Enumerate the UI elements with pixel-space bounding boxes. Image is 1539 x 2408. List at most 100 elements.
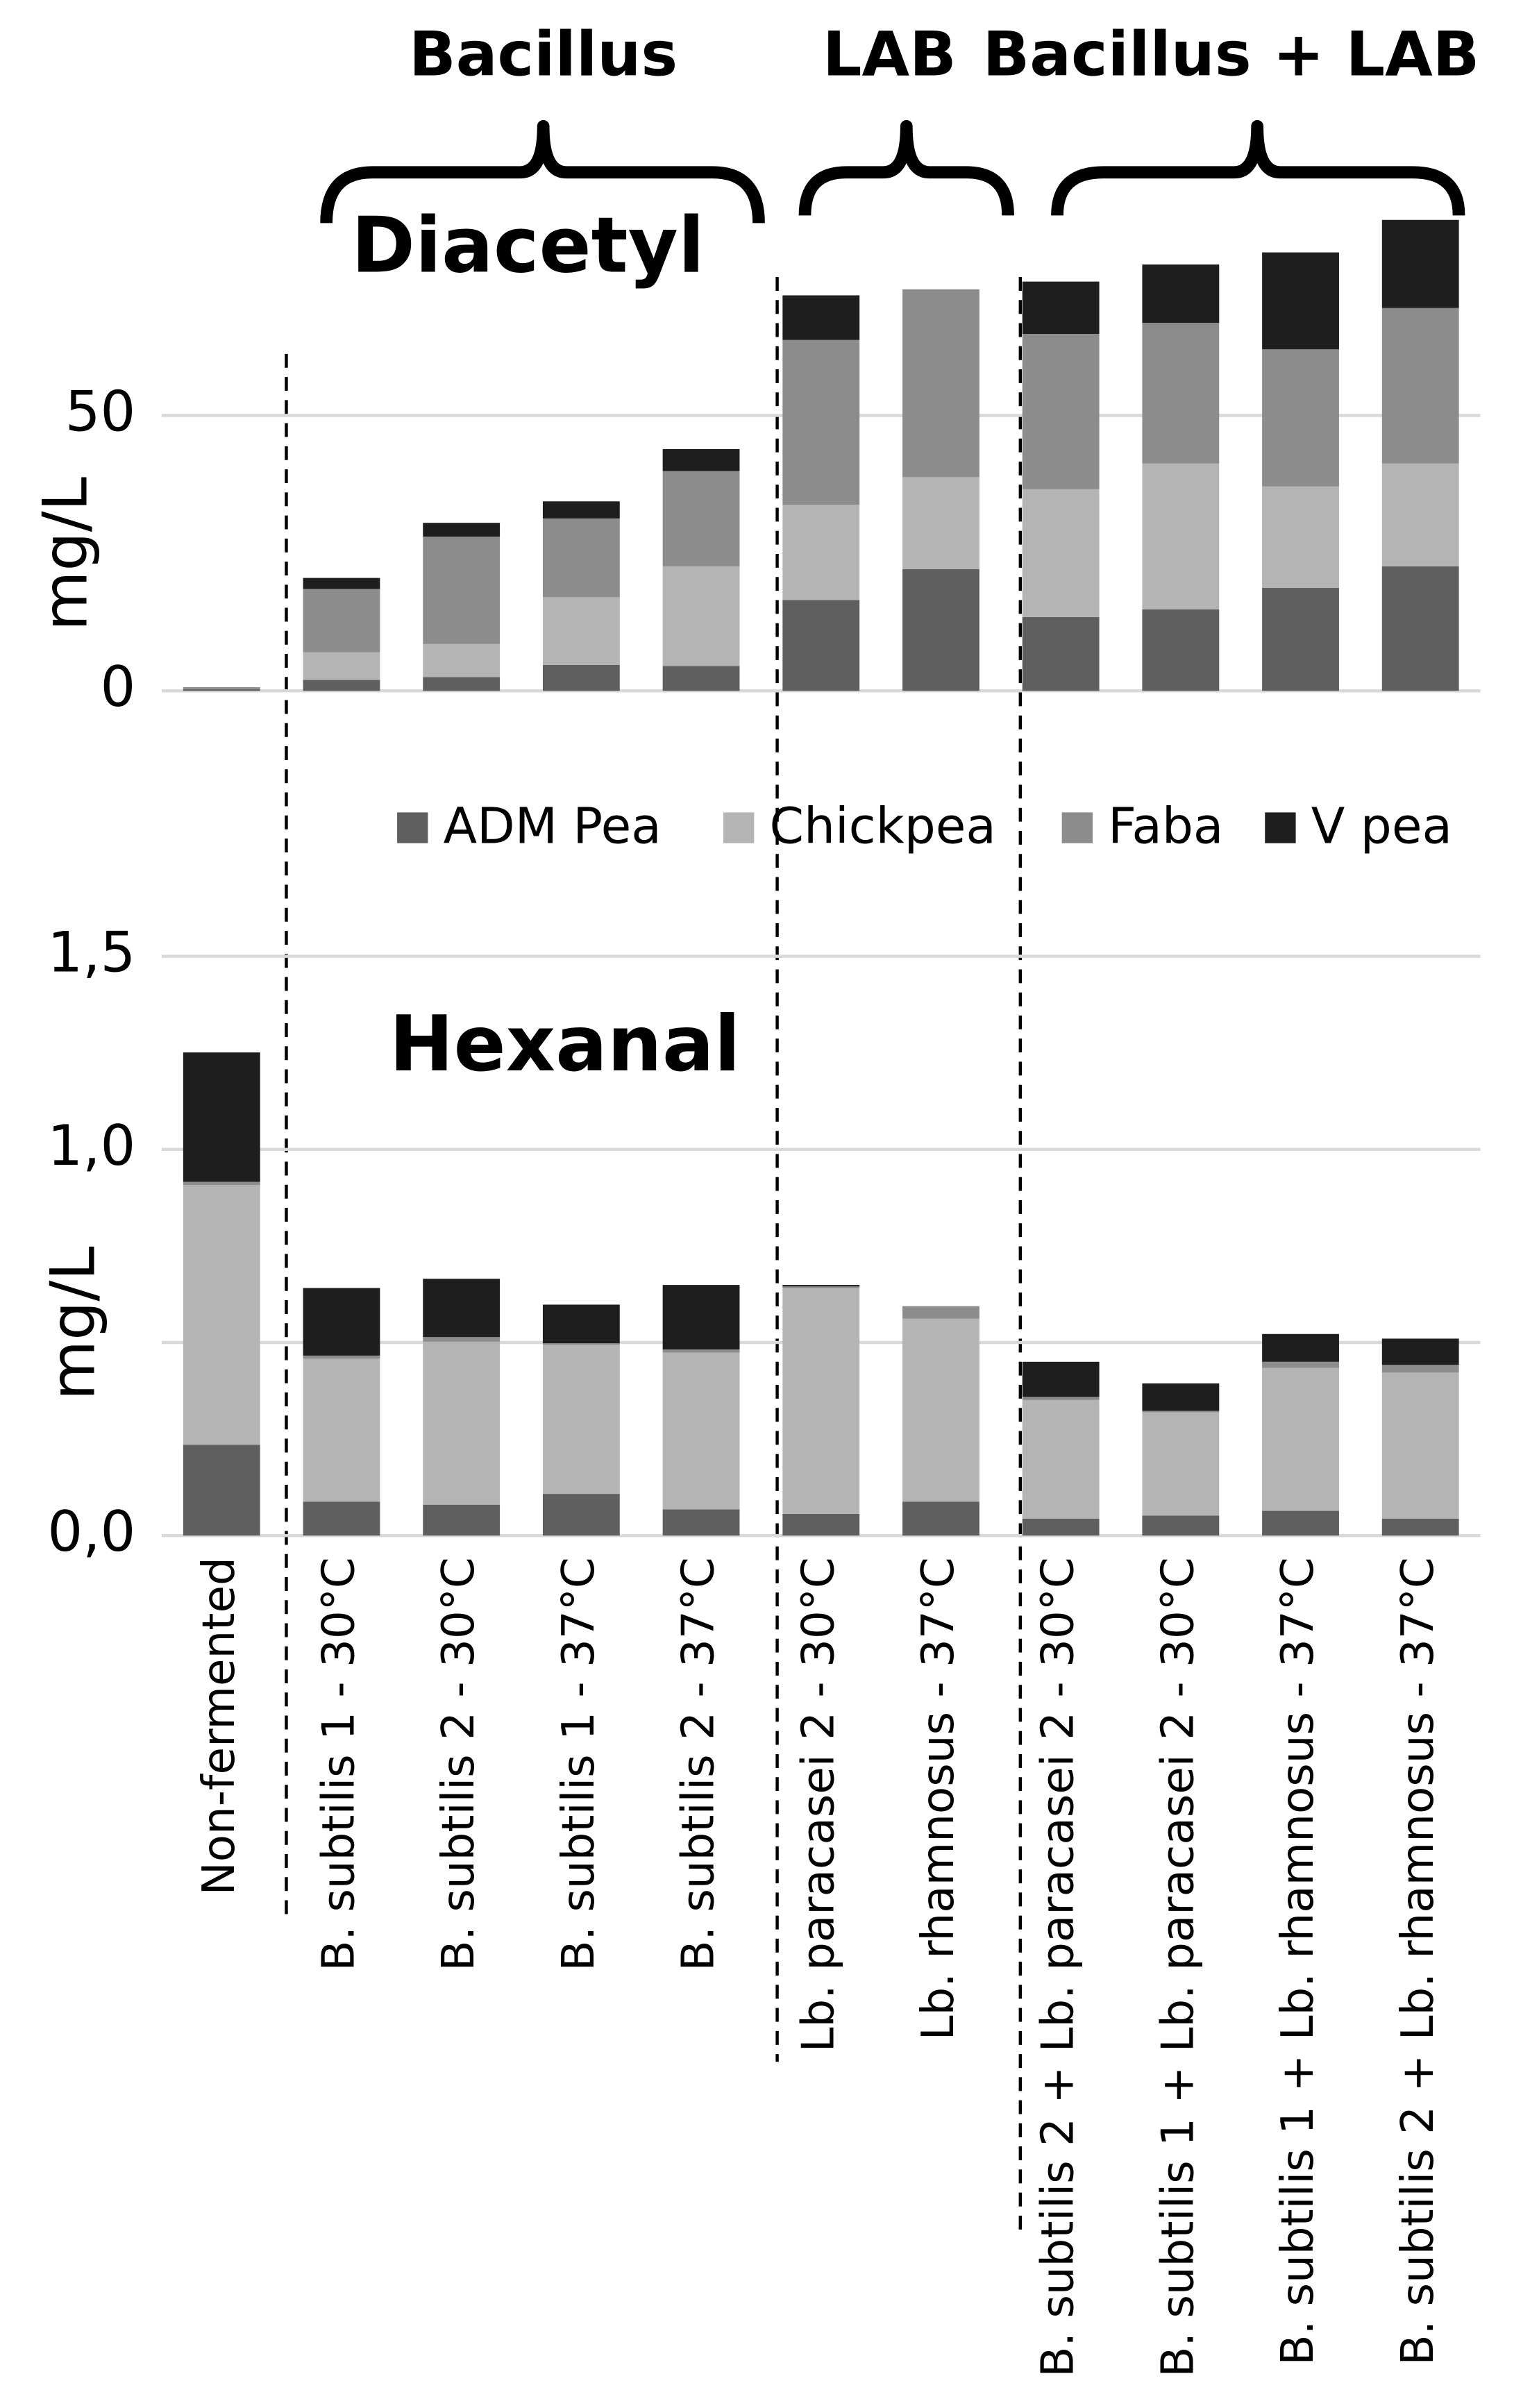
bar-segment bbox=[1022, 1397, 1100, 1400]
bar-segment bbox=[1381, 566, 1459, 691]
y-tick-label: 0,0 bbox=[47, 1499, 135, 1564]
legend-label: V pea bbox=[1311, 797, 1452, 854]
bar-segment bbox=[1022, 616, 1100, 691]
bar-segment bbox=[782, 1288, 860, 1515]
bar-segment bbox=[662, 1352, 740, 1510]
bar-segment bbox=[1262, 252, 1339, 350]
bar-segment bbox=[662, 448, 740, 471]
bar-segment bbox=[542, 1304, 620, 1344]
bar-segment bbox=[782, 295, 860, 340]
bar-segment bbox=[303, 680, 380, 691]
bar-segment bbox=[902, 477, 979, 569]
bar-segment bbox=[1262, 587, 1339, 691]
bar-segment bbox=[782, 1285, 860, 1287]
bar-segment bbox=[303, 589, 380, 652]
bar-segment bbox=[1262, 1367, 1339, 1511]
y-axis-label: mg/L bbox=[29, 477, 101, 631]
bar-segment bbox=[423, 523, 501, 537]
bar-segment bbox=[1142, 463, 1220, 609]
bar-segment bbox=[1381, 1365, 1459, 1373]
bar-segment bbox=[662, 666, 740, 691]
bar-segment bbox=[1262, 1510, 1339, 1536]
group-brace bbox=[798, 119, 1014, 216]
group-label: LAB bbox=[823, 19, 957, 90]
legend-label: Faba bbox=[1108, 797, 1223, 854]
bar-segment bbox=[1022, 334, 1100, 489]
bar-segment bbox=[542, 1343, 620, 1345]
bar-segment bbox=[542, 1494, 620, 1536]
bar-segment bbox=[1022, 1518, 1100, 1536]
legend-label: ADM Pea bbox=[444, 797, 662, 854]
bar-segment bbox=[1381, 463, 1459, 566]
bar-segment bbox=[782, 1286, 860, 1288]
y-axis-label: mg/L bbox=[37, 1246, 108, 1400]
group-label: Bacillus + LAB bbox=[983, 19, 1480, 90]
bar-segment bbox=[183, 1184, 260, 1445]
bar-segment bbox=[1142, 1515, 1220, 1536]
x-tick-label: B. subtilis 1 - 37°C bbox=[553, 1557, 605, 1971]
bar-segment bbox=[423, 537, 501, 644]
bar-segment bbox=[782, 339, 860, 505]
bar-segment bbox=[423, 1279, 501, 1338]
bar-segment bbox=[1142, 323, 1220, 464]
bar-segment bbox=[303, 578, 380, 589]
bar-segment bbox=[662, 471, 740, 566]
y-tick-label: 50 bbox=[65, 379, 136, 444]
x-tick-label: Lb. rhamnosus - 37°C bbox=[912, 1557, 964, 2040]
x-tick-label: B. subtilis 1 - 30°C bbox=[313, 1557, 365, 1971]
bar-segment bbox=[662, 1349, 740, 1353]
bar-segment bbox=[1381, 1338, 1459, 1365]
bar-segment bbox=[183, 687, 260, 689]
bar-segment bbox=[1022, 1361, 1100, 1397]
bar-segment bbox=[662, 566, 740, 666]
bar-segment bbox=[1142, 609, 1220, 691]
bar-segment bbox=[423, 1504, 501, 1536]
legend-swatch bbox=[1265, 812, 1296, 843]
bar-segment bbox=[542, 1345, 620, 1495]
bar-segment bbox=[423, 1337, 501, 1342]
bar-segment bbox=[1022, 489, 1100, 617]
bar-segment bbox=[782, 1514, 860, 1536]
bar-segment bbox=[183, 1445, 260, 1536]
bar-segment bbox=[1262, 1333, 1339, 1362]
bar-segment bbox=[542, 518, 620, 598]
bar-segment bbox=[1022, 1399, 1100, 1519]
bar-segment bbox=[183, 1052, 260, 1182]
bar-segment bbox=[782, 505, 860, 600]
bar-segment bbox=[542, 597, 620, 665]
bar-segment bbox=[1142, 1383, 1220, 1411]
bar-segment bbox=[1381, 219, 1459, 308]
bar-segment bbox=[183, 1181, 260, 1185]
x-tick-label: Lb. paracasei 2 - 30°C bbox=[792, 1557, 844, 2052]
bar-segment bbox=[1142, 1412, 1220, 1516]
bar-segment bbox=[423, 1341, 501, 1505]
y-tick-label: 0 bbox=[100, 655, 135, 719]
bar-segment bbox=[303, 652, 380, 680]
chart-title: Diacetyl bbox=[351, 201, 705, 291]
bar-segment bbox=[183, 688, 260, 689]
legend-swatch bbox=[1061, 812, 1093, 843]
legend-swatch bbox=[723, 812, 755, 843]
bar-segment bbox=[902, 289, 979, 478]
bar-segment bbox=[423, 643, 501, 677]
bar-segment bbox=[423, 677, 501, 691]
bar-segment bbox=[1142, 1411, 1220, 1413]
bar-segment bbox=[782, 600, 860, 691]
bar-segment bbox=[902, 1318, 979, 1502]
bar-segment bbox=[902, 1501, 979, 1536]
group-brace bbox=[1051, 119, 1465, 216]
chart-title: Hexanal bbox=[389, 1000, 741, 1089]
group-label: Bacillus bbox=[409, 19, 678, 90]
bar-segment bbox=[1142, 264, 1220, 323]
x-tick-label: B. subtilis 1 + Lb. paracasei 2 - 30°C bbox=[1152, 1557, 1204, 2377]
x-tick-label: B. subtilis 2 + Lb. rhamnosus - 37°C bbox=[1392, 1557, 1444, 2365]
bar-segment bbox=[1381, 1518, 1459, 1536]
bar-segment bbox=[902, 569, 979, 691]
legend-swatch bbox=[397, 812, 428, 843]
y-tick-label: 1,5 bbox=[47, 920, 135, 985]
x-tick-label: Non-fermented bbox=[193, 1557, 245, 1895]
bar-segment bbox=[1262, 349, 1339, 487]
bar-segment bbox=[303, 1355, 380, 1359]
bar-segment bbox=[542, 664, 620, 691]
